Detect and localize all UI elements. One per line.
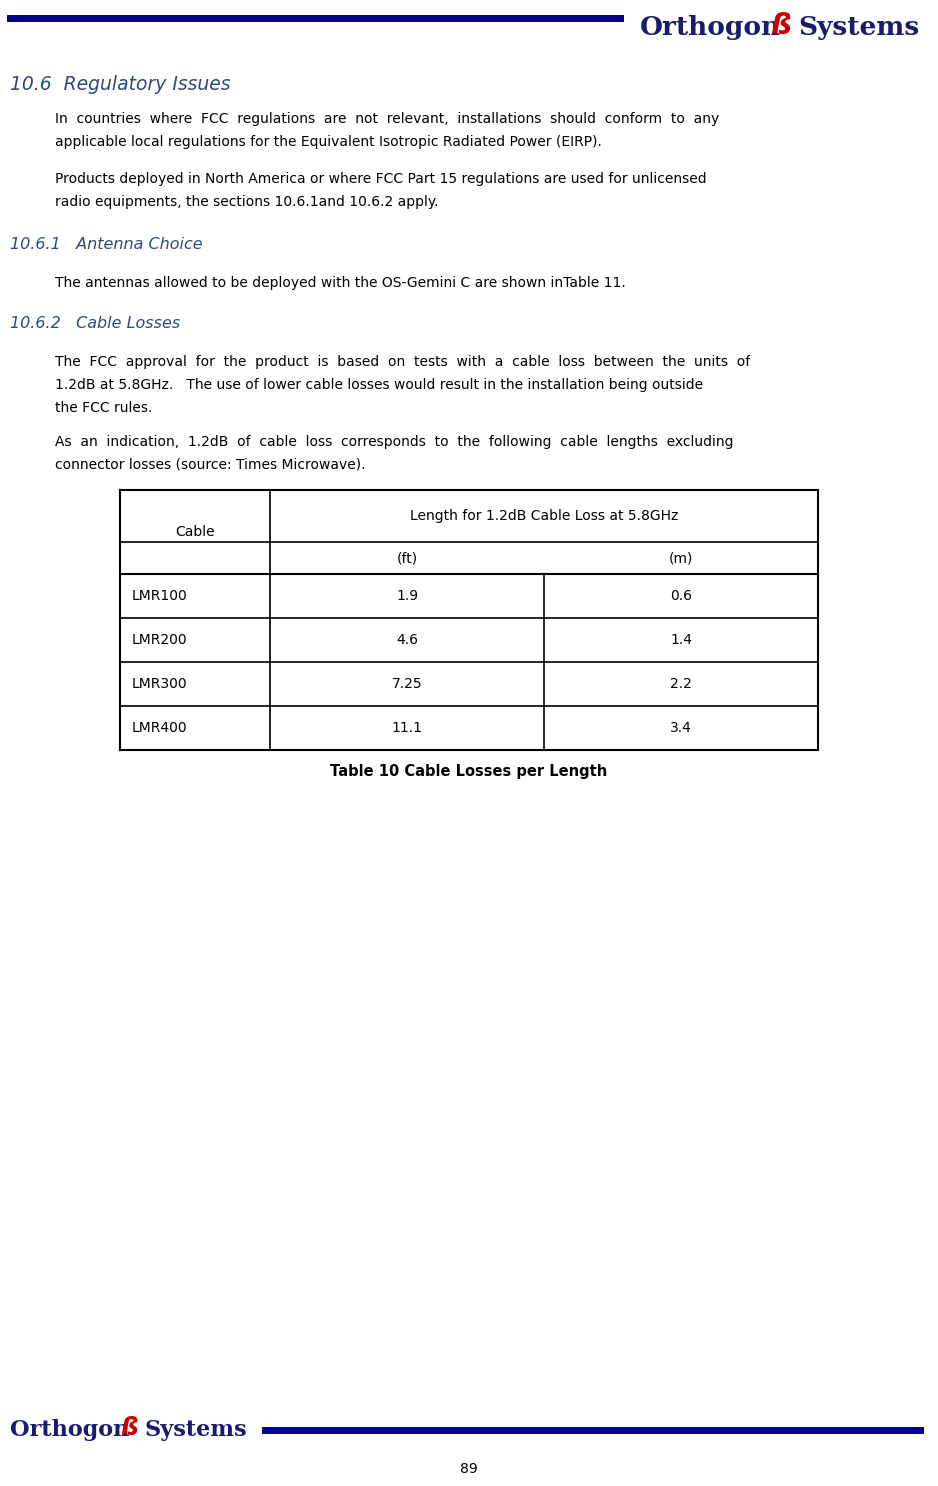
Text: 1.4: 1.4 [670, 633, 692, 646]
Text: Products deployed in North America or where FCC Part 15 regulations are used for: Products deployed in North America or wh… [55, 172, 706, 186]
Text: Table 10 Cable Losses per Length: Table 10 Cable Losses per Length [330, 764, 608, 779]
Text: As  an  indication,  1.2dB  of  cable  loss  corresponds  to  the  following  ca: As an indication, 1.2dB of cable loss co… [55, 435, 734, 449]
Text: radio equipments, the sections 10.6.1and 10.6.2 apply.: radio equipments, the sections 10.6.1and… [55, 195, 438, 210]
Text: Systems: Systems [798, 15, 919, 40]
Text: The  FCC  approval  for  the  product  is  based  on  tests  with  a  cable  los: The FCC approval for the product is base… [55, 355, 750, 369]
Text: 10.6.1   Antenna Choice: 10.6.1 Antenna Choice [10, 236, 203, 253]
Text: 1.2dB at 5.8GHz.   The use of lower cable losses would result in the installatio: 1.2dB at 5.8GHz. The use of lower cable … [55, 377, 704, 392]
Text: 89: 89 [461, 1462, 477, 1476]
Text: LMR300: LMR300 [132, 678, 188, 691]
Text: the FCC rules.: the FCC rules. [55, 401, 152, 415]
Text: 11.1: 11.1 [391, 721, 422, 736]
Text: LMR100: LMR100 [132, 588, 188, 603]
Text: Orthogon: Orthogon [10, 1419, 129, 1441]
Text: applicable local regulations for the Equivalent Isotropic Radiated Power (EIRP).: applicable local regulations for the Equ… [55, 135, 602, 149]
Text: Cable: Cable [175, 525, 215, 539]
Text: Length for 1.2dB Cable Loss at 5.8GHz: Length for 1.2dB Cable Loss at 5.8GHz [410, 510, 678, 523]
Text: Orthogon: Orthogon [640, 15, 781, 40]
Text: LMR200: LMR200 [132, 633, 188, 646]
Text: The antennas allowed to be deployed with the OS-Gemini C are shown inTable 11.: The antennas allowed to be deployed with… [55, 276, 626, 290]
Text: 4.6: 4.6 [396, 633, 418, 646]
Text: 10.6.2   Cable Losses: 10.6.2 Cable Losses [10, 317, 180, 331]
Text: 1.9: 1.9 [396, 588, 418, 603]
Text: LMR400: LMR400 [132, 721, 188, 736]
Text: In  countries  where  FCC  regulations  are  not  relevant,  installations  shou: In countries where FCC regulations are n… [55, 111, 719, 126]
Text: ß: ß [120, 1416, 138, 1440]
Text: 2.2: 2.2 [670, 678, 692, 691]
Text: (m): (m) [669, 551, 693, 565]
Text: 0.6: 0.6 [670, 588, 692, 603]
Text: 10.6  Regulatory Issues: 10.6 Regulatory Issues [10, 74, 231, 94]
Text: ß: ß [770, 12, 791, 40]
Text: (ft): (ft) [397, 551, 417, 565]
Text: 3.4: 3.4 [670, 721, 692, 736]
Text: Systems: Systems [144, 1419, 247, 1441]
Text: connector losses (source: Times Microwave).: connector losses (source: Times Microwav… [55, 458, 366, 473]
Text: 7.25: 7.25 [392, 678, 422, 691]
